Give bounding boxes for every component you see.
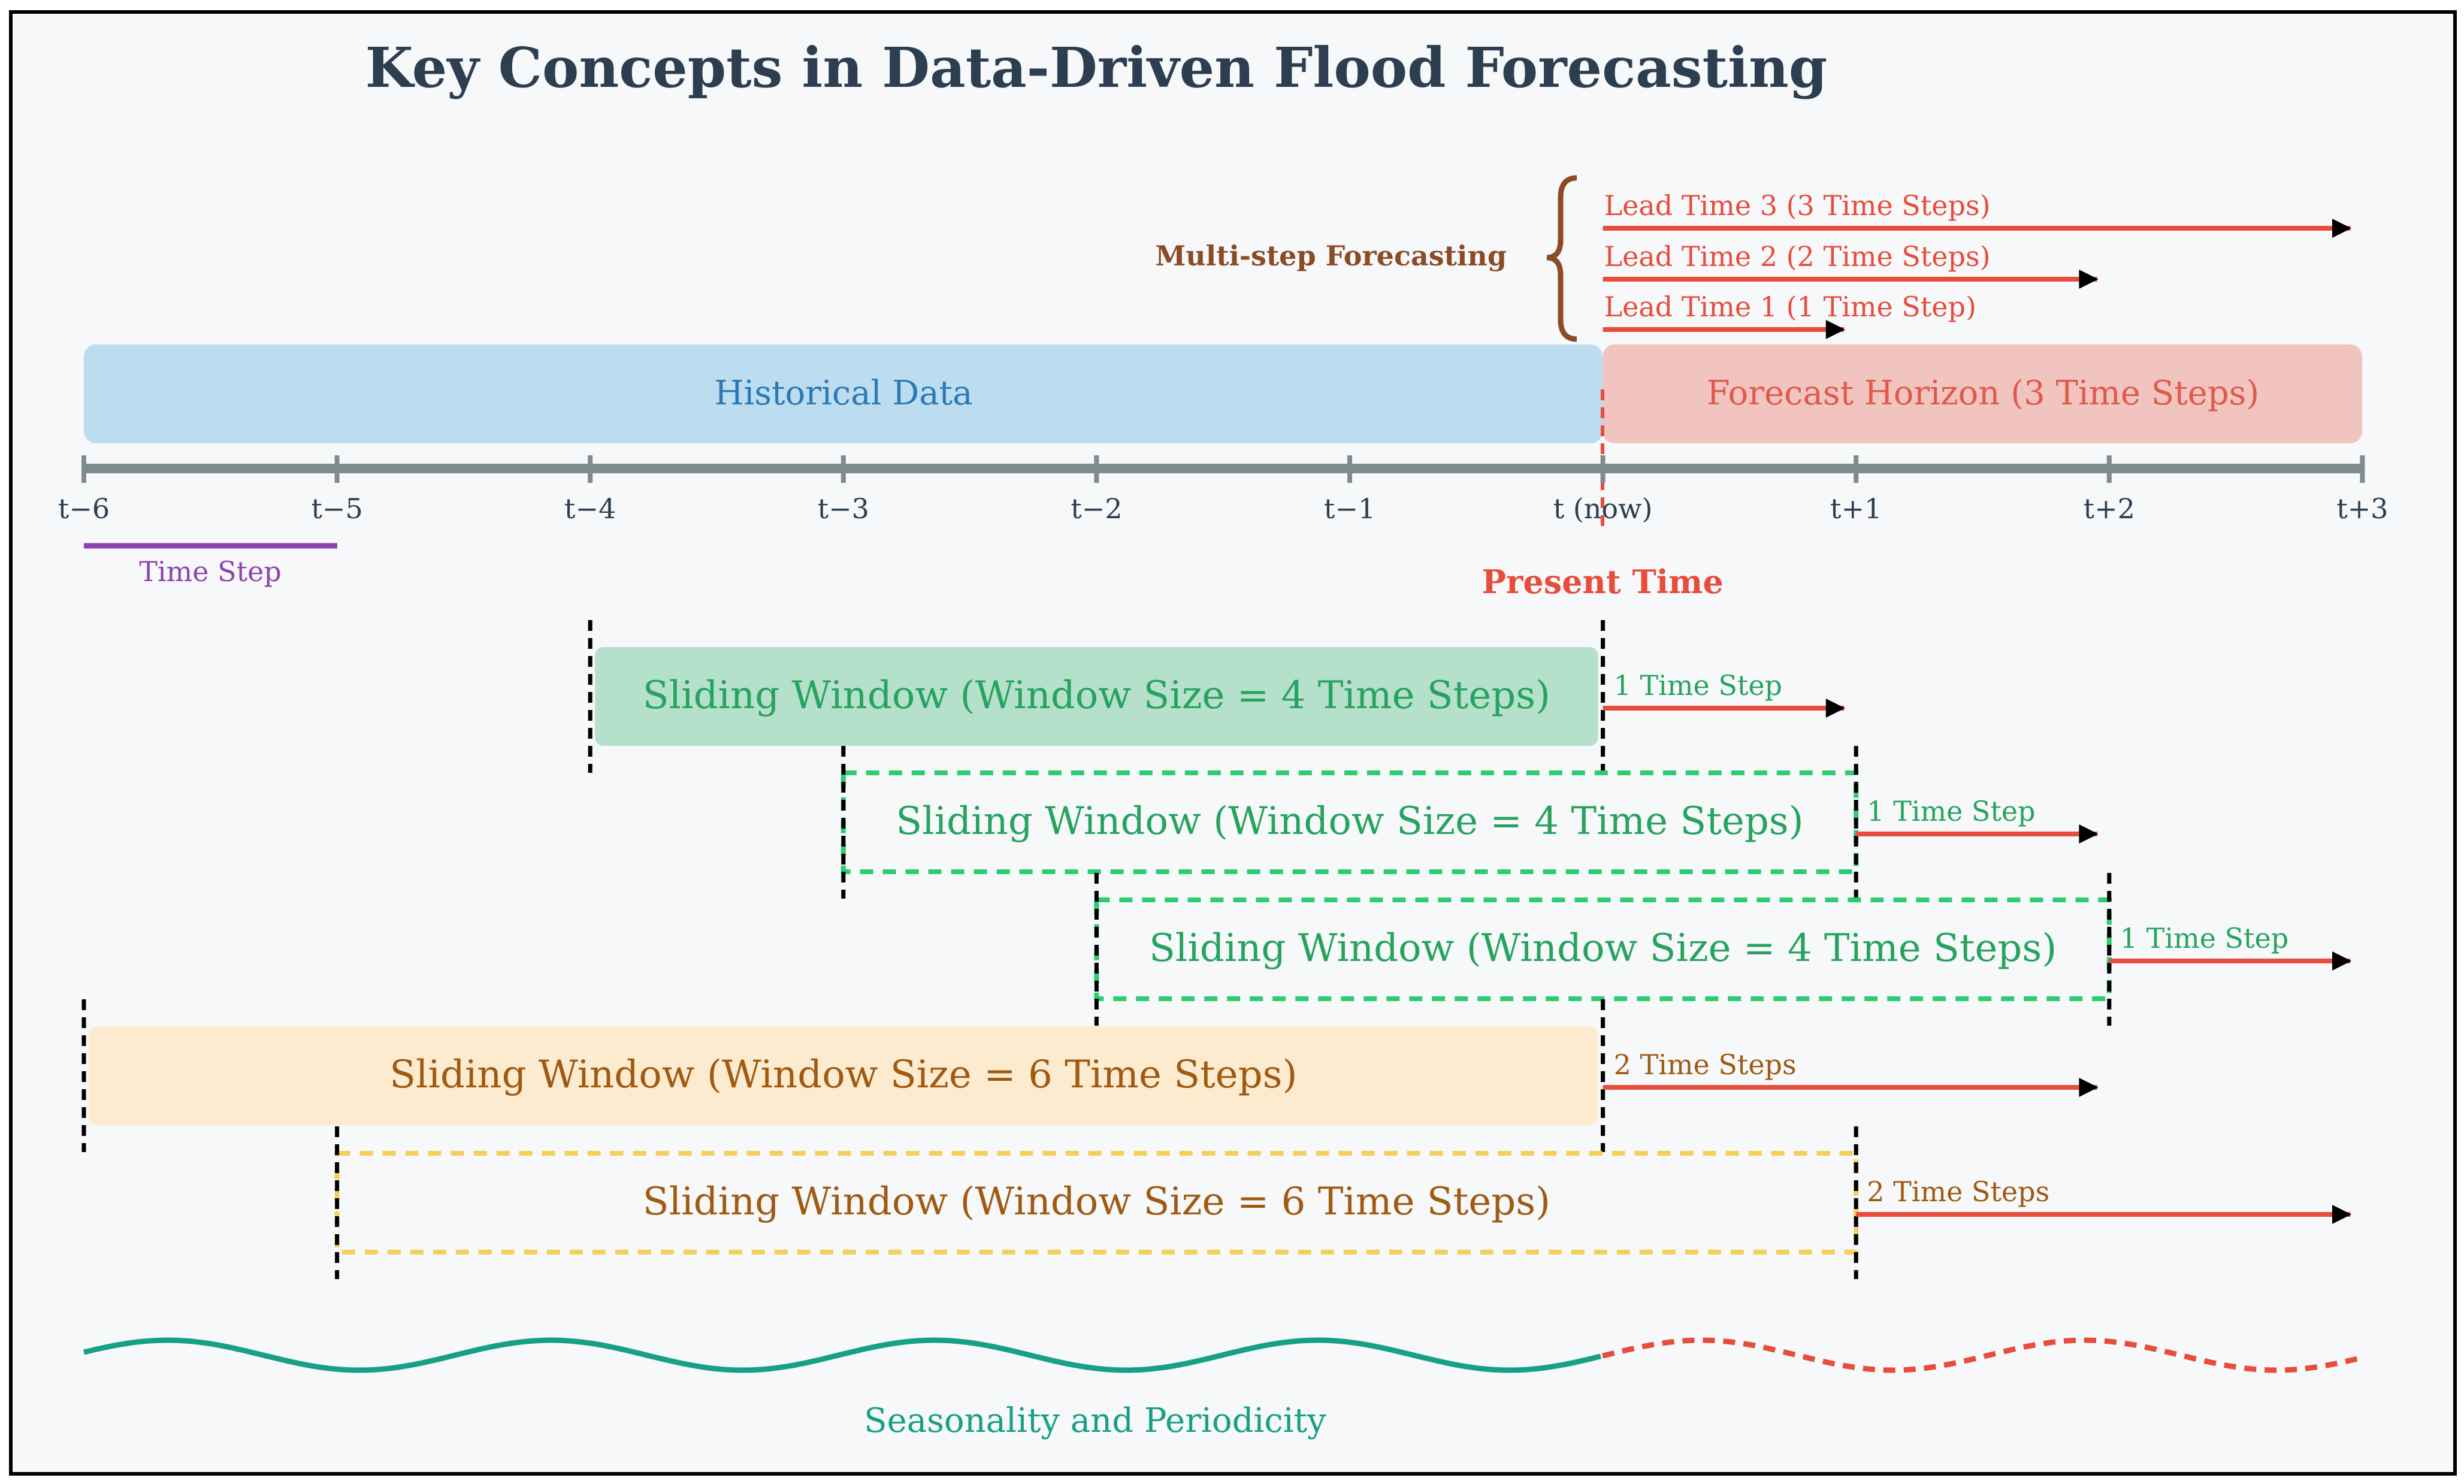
lead-time-label: Lead Time 1 (1 Time Step) [1604,291,1976,323]
sliding-window-5: Sliding Window (Window Size = 6 Time Ste… [334,1126,2351,1279]
window-horizon-label: 2 Time Steps [1867,1175,2049,1208]
lead-time-label: Lead Time 3 (3 Time Steps) [1604,189,1991,222]
diagram-title: Key Concepts in Data-Driven Flood Foreca… [365,35,1827,100]
sliding-window-4: Sliding Window (Window Size = 6 Time Ste… [81,999,2099,1152]
timeline-tick-label: t−5 [311,492,362,525]
window-label: Sliding Window (Window Size = 6 Time Ste… [643,1180,1550,1224]
timeline-tick-label: t−2 [1071,492,1122,525]
time-step-label: Time Step [139,555,282,588]
sliding-window-2: Sliding Window (Window Size = 4 Time Ste… [841,746,2099,899]
timeline-tick-label: t (now) [1553,492,1653,525]
window-label: Sliding Window (Window Size = 4 Time Ste… [643,673,1550,718]
timeline-tick-label: t+2 [2084,492,2135,525]
seasonality-wave-forecast [1601,1337,2362,1373]
seasonality-label: Seasonality and Periodicity [864,1401,1326,1440]
forecast-horizon-band [1603,344,2362,443]
multistep-label: Multi-step Forecasting [1155,240,1507,272]
window-label: Sliding Window (Window Size = 4 Time Ste… [896,799,1803,844]
multistep-group: Multi-step Forecasting Lead Time 3 (3 Ti… [1155,175,2351,342]
historical-data-label: Historical Data [714,374,972,413]
sliding-window-1: Sliding Window (Window Size = 4 Time Ste… [588,620,1845,773]
timeline-tick-label: t−6 [58,492,110,525]
timeline-tick-label: t+1 [1830,492,1882,525]
window-horizon-label: 2 Time Steps [1614,1048,1797,1081]
timeline-tick-label: t−4 [564,492,616,525]
sliding-window-3: Sliding Window (Window Size = 4 Time Ste… [1094,873,2351,1026]
window-box [89,1026,1598,1125]
window-box [334,1151,1859,1255]
window-horizon-label: 1 Time Step [2120,922,2288,954]
lead-time-label: Lead Time 2 (2 Time Steps) [1604,240,1991,273]
window-label: Sliding Window (Window Size = 4 Time Ste… [1149,926,2057,971]
timeline-tick-label: t−1 [1324,492,1375,525]
seasonality-wave-observed [83,1337,1602,1373]
historical-data-band [84,344,1603,443]
forecast-horizon-label: Forecast Horizon (3 Time Steps) [1707,374,2260,413]
present-time-label: Present Time [1482,563,1723,601]
timeline-tick-label: t−3 [818,492,869,525]
window-box [595,647,1598,746]
window-label: Sliding Window (Window Size = 6 Time Ste… [389,1053,1297,1097]
window-horizon-label: 1 Time Step [1614,669,1782,702]
multistep-brace [1546,175,1577,342]
window-horizon-label: 1 Time Step [1867,795,2035,827]
timeline-tick-label: t+3 [2336,492,2388,525]
